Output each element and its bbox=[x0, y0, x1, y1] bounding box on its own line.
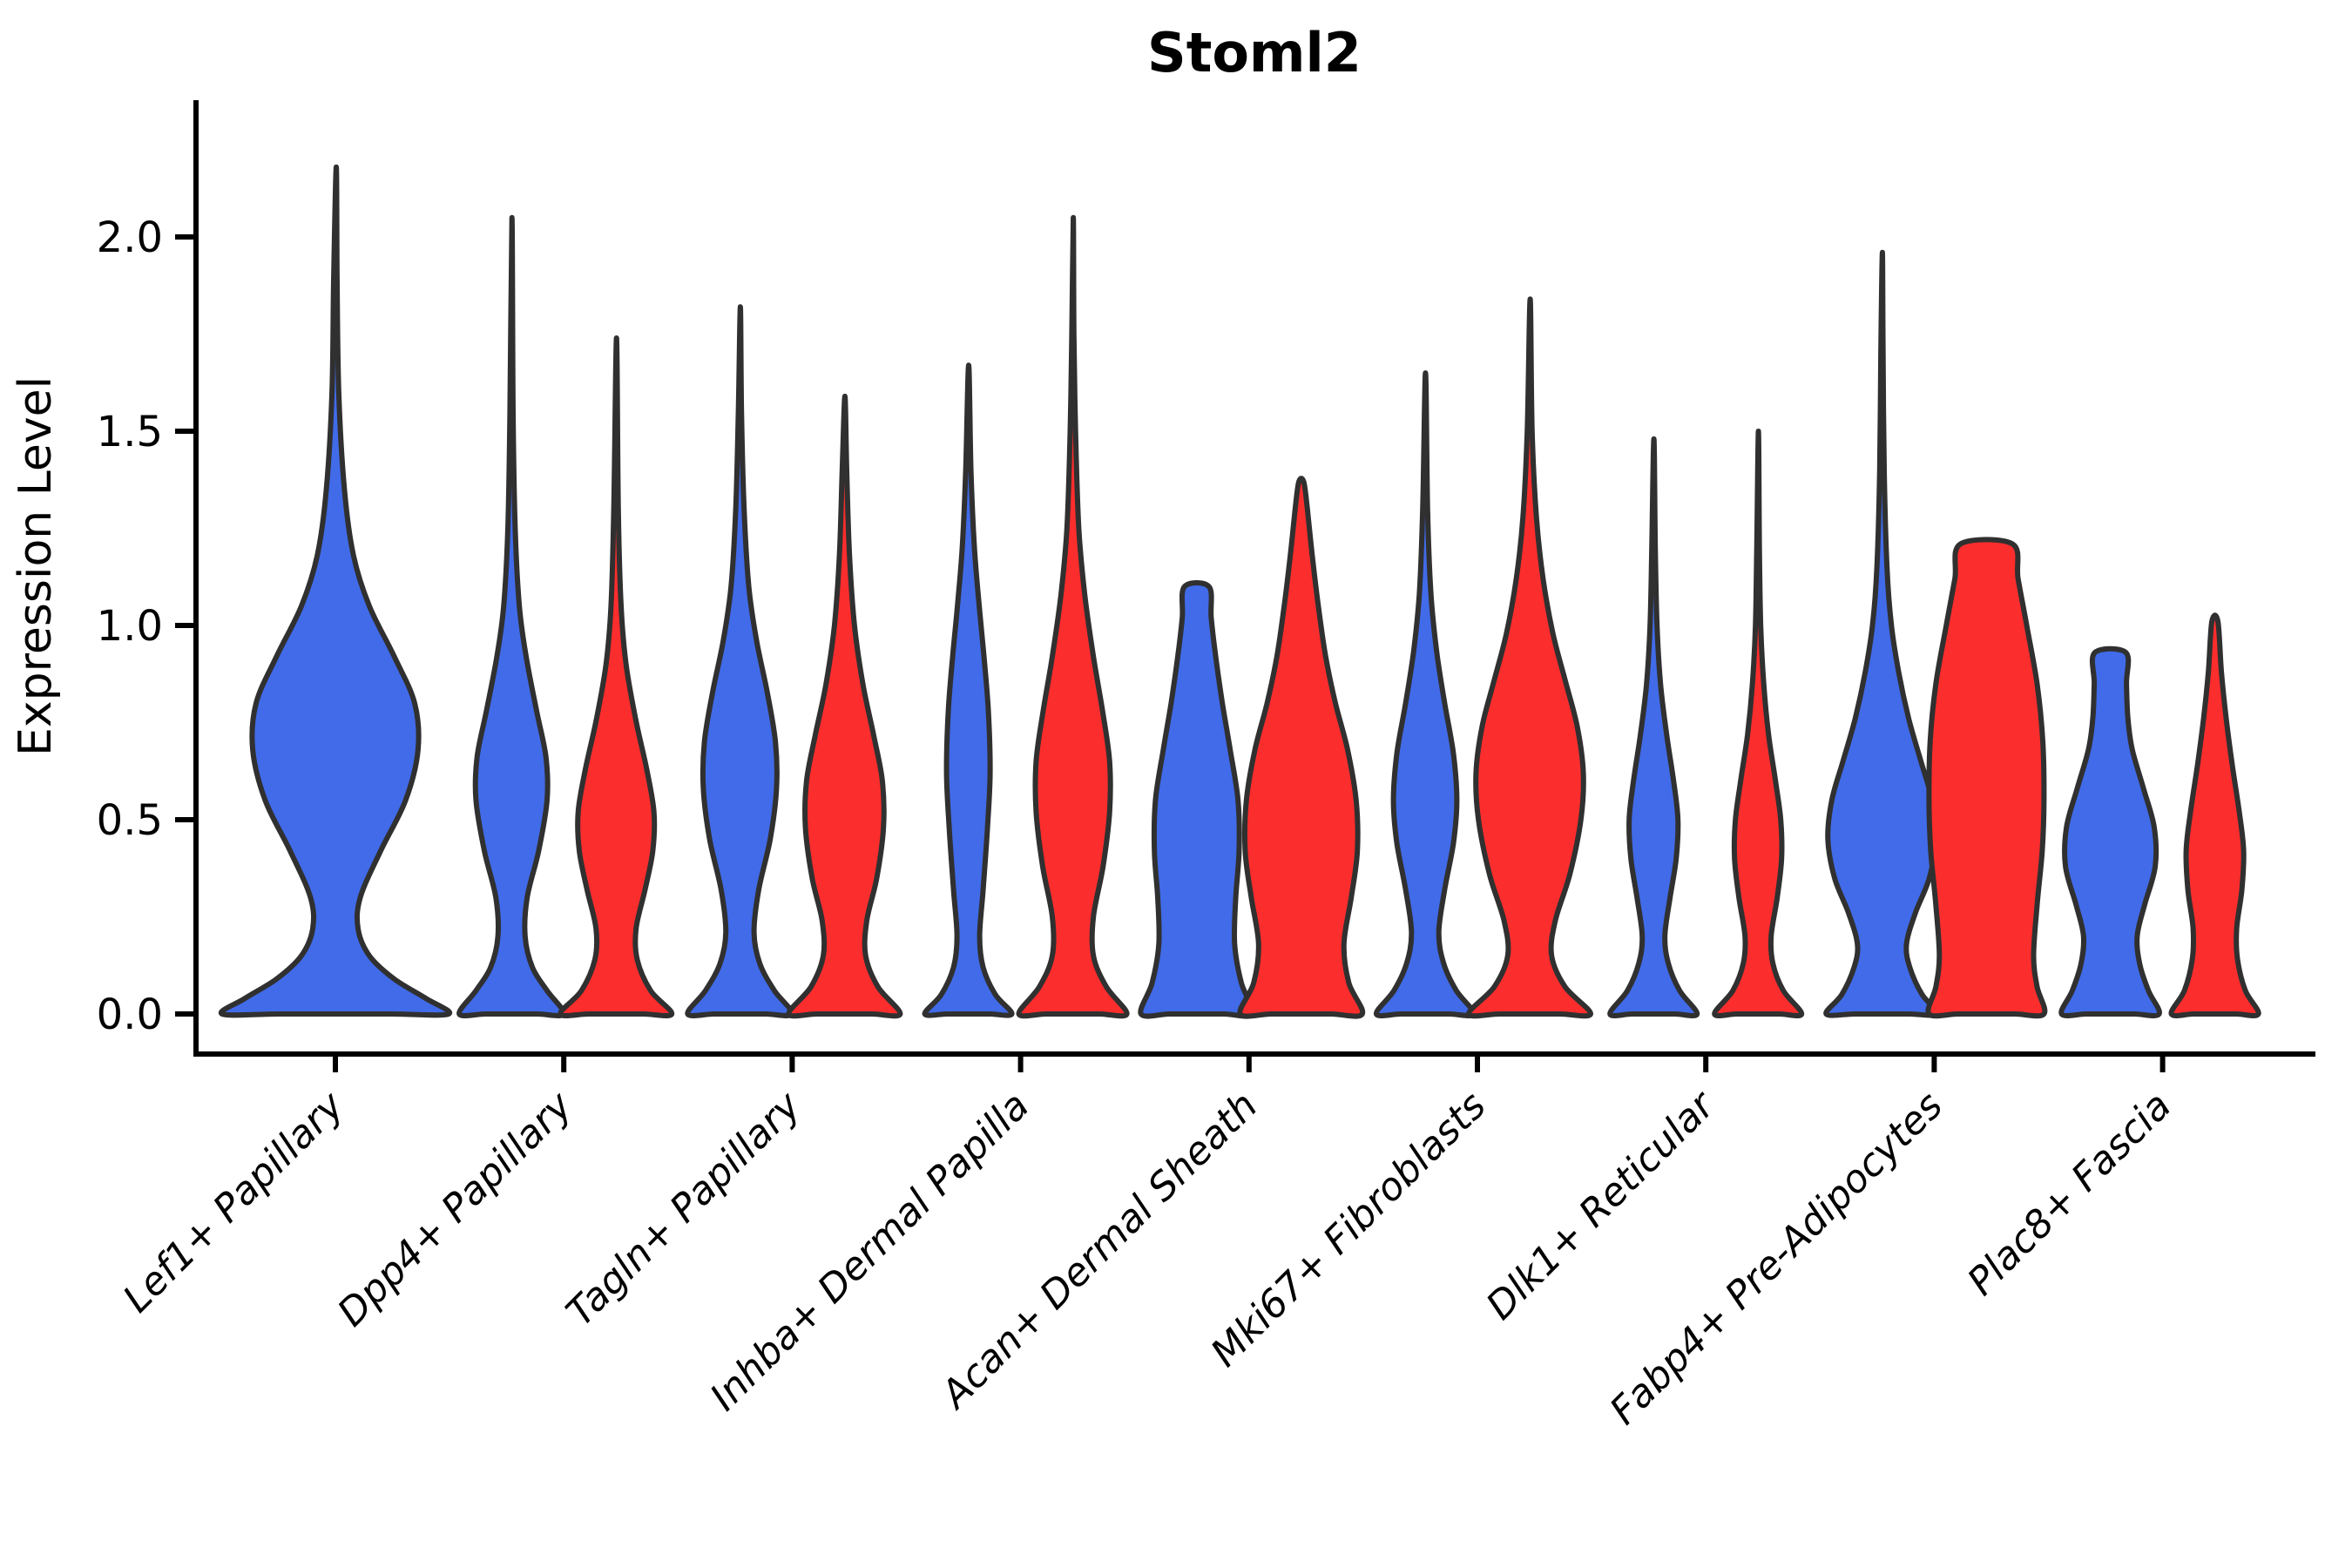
y-tick-label: 1.5 bbox=[97, 408, 163, 456]
violins-layer bbox=[218, 164, 2261, 1019]
violin-blue-category-8 bbox=[2058, 645, 2162, 1018]
violin-red-category-2 bbox=[786, 393, 903, 1019]
y-tick-label: 2.0 bbox=[97, 213, 163, 262]
y-tick-label: 0.5 bbox=[97, 796, 163, 845]
violin-red-category-3 bbox=[1016, 214, 1130, 1019]
chart-title: Stoml2 bbox=[1147, 21, 1362, 84]
x-tick-label: Dlk1+ Reticular bbox=[1478, 1082, 1725, 1328]
violin-red-category-5 bbox=[1466, 296, 1593, 1019]
violin-blue-category-1 bbox=[456, 214, 567, 1018]
violin-red-category-4 bbox=[1237, 476, 1366, 1019]
y-tick-label: 1.0 bbox=[97, 602, 163, 651]
violin-blue-category-7 bbox=[1823, 249, 1941, 1018]
violin-blue-category-2 bbox=[685, 304, 795, 1018]
violin-red-category-8 bbox=[2168, 612, 2261, 1018]
x-tick-label: Dpp4+ Papillary bbox=[329, 1083, 582, 1335]
y-ticks-layer: 0.0 0.5 1.0 1.5 2.0 bbox=[97, 213, 196, 1039]
violin-red-category-6 bbox=[1712, 429, 1805, 1018]
x-tick-label: Plac8+ Fascia bbox=[1959, 1084, 2180, 1304]
violin-blue-category-5 bbox=[1374, 370, 1477, 1018]
violin-blue-category-3 bbox=[922, 362, 1015, 1018]
x-tick-label: Tagln+ Papillary bbox=[558, 1083, 809, 1335]
violin-blue-category-0 bbox=[218, 164, 453, 1018]
x-tick-label: Lef1+ Papillary bbox=[115, 1083, 354, 1321]
violin-blue-category-4 bbox=[1138, 579, 1256, 1019]
y-axis-label: Expression Level bbox=[10, 376, 62, 756]
violin-red-category-1 bbox=[558, 335, 675, 1018]
violin-blue-category-6 bbox=[1607, 436, 1700, 1018]
y-tick-label: 0.0 bbox=[97, 990, 163, 1039]
violin-red-category-7 bbox=[1925, 537, 2048, 1019]
